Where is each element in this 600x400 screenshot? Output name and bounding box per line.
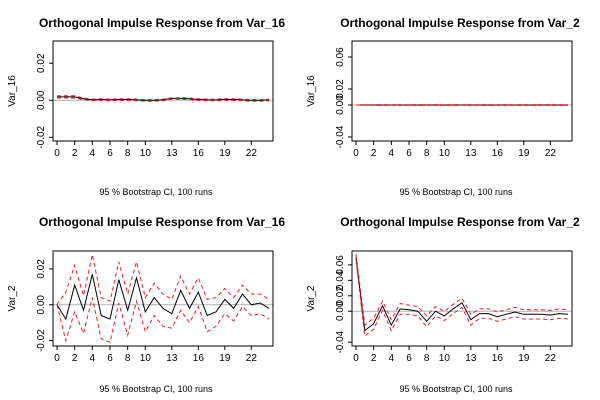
x-tick-label: 0 [54, 148, 60, 159]
y-tick-label: 0.02 [335, 79, 346, 99]
x-tick-label: 2 [371, 148, 377, 159]
x-tick-label: 8 [424, 353, 430, 364]
irf-panel-4: Orthogonal Impulse Response from Var_2 0 2… [306, 215, 580, 394]
y-tick-label: 0.00 [335, 301, 346, 321]
x-tick-label: 4 [389, 148, 395, 159]
impulse-response-line [355, 257, 569, 332]
x-tick-label: 4 [389, 353, 395, 364]
x-tick-label: 0 [54, 353, 60, 364]
panel-title: Orthogonal Impulse Response from Var_16 [39, 16, 285, 30]
y-axis-label: Var_16 [306, 75, 317, 107]
ci-caption: 95 % Bootstrap CI, 100 runs [399, 384, 513, 394]
x-tick-label: 22 [246, 353, 258, 364]
x-tick-label: 22 [545, 148, 557, 159]
y-tick-label: -0.04 [335, 125, 346, 148]
y-tick-label: 0.02 [335, 286, 346, 306]
x-tick-label: 6 [406, 353, 412, 364]
y-tick-label: 0.02 [36, 259, 47, 279]
panel-title: Orthogonal Impulse Response from Var_2 [340, 215, 580, 229]
y-tick-label: 0.00 [36, 90, 47, 110]
x-tick-label: 8 [424, 148, 430, 159]
y-tick-label: 0.04 [335, 270, 346, 290]
ci-upper-line [57, 95, 270, 100]
y-tick-label: -0.02 [36, 125, 47, 148]
ci-lower-line [355, 260, 569, 337]
x-tick-label: 19 [518, 148, 530, 159]
x-tick-label: 8 [125, 148, 131, 159]
x-tick-label: 10 [140, 353, 152, 364]
x-tick-label: 0 [353, 353, 359, 364]
ci-upper-line [355, 254, 569, 327]
irf-panel-3: Orthogonal Impulse Response from Var_16 0… [7, 215, 285, 394]
x-tick-label: 10 [439, 353, 451, 364]
plot-frame [52, 250, 274, 347]
x-tick-label: 6 [406, 148, 412, 159]
x-tick-label: 6 [107, 353, 113, 364]
y-axis-label: Var_2 [7, 285, 18, 311]
x-tick-label: 19 [219, 148, 231, 159]
ci-caption: 95 % Bootstrap CI, 100 runs [99, 187, 213, 197]
y-tick-label: 0.00 [36, 295, 47, 315]
x-tick-label: 16 [193, 148, 205, 159]
x-tick-label: 16 [193, 353, 205, 364]
x-tick-label: 16 [492, 148, 504, 159]
irf-panel-2: Orthogonal Impulse Response from Var_2 0 2… [306, 16, 580, 197]
x-tick-label: 6 [107, 148, 113, 159]
impulse-response-line [56, 274, 270, 321]
plot-frame [351, 250, 573, 347]
ci-caption: 95 % Bootstrap CI, 100 runs [99, 384, 213, 394]
x-tick-label: 16 [492, 353, 504, 364]
x-tick-label: 19 [219, 353, 231, 364]
y-axis-label: Var_16 [7, 75, 18, 107]
ci-caption: 95 % Bootstrap CI, 100 runs [399, 187, 513, 197]
x-tick-label: 22 [246, 148, 258, 159]
x-tick-label: 2 [72, 353, 78, 364]
x-tick-label: 22 [545, 353, 557, 364]
ci-lower-line [56, 297, 270, 344]
y-tick-label: 0.06 [335, 47, 346, 67]
plot-frame [351, 40, 573, 142]
irf-panel-1: Orthogonal Impulse Response from Var_16 0… [7, 16, 285, 197]
panel-title: Orthogonal Impulse Response from Var_16 [39, 215, 285, 229]
y-tick-label: -0.04 [335, 330, 346, 353]
y-tick-label: -0.02 [36, 329, 47, 352]
x-tick-label: 0 [353, 148, 359, 159]
x-tick-label: 2 [371, 353, 377, 364]
y-tick-label: 0.02 [36, 53, 47, 73]
x-tick-label: 13 [465, 148, 477, 159]
x-tick-label: 13 [465, 353, 477, 364]
x-tick-label: 8 [125, 353, 131, 364]
y-axis-label: Var_2 [306, 285, 317, 311]
ci-upper-line [56, 254, 270, 306]
y-tick-label: 0.06 [335, 255, 346, 275]
x-tick-label: 10 [439, 148, 451, 159]
x-tick-label: 13 [166, 148, 178, 159]
ci-lower-line [57, 97, 270, 102]
y-tick-label: 0.00 [335, 95, 346, 115]
x-tick-label: 4 [90, 148, 96, 159]
x-tick-label: 10 [140, 148, 152, 159]
x-tick-label: 2 [72, 148, 78, 159]
x-tick-label: 4 [90, 353, 96, 364]
plot-frame [52, 40, 274, 142]
x-tick-label: 19 [518, 353, 530, 364]
impulse-response-line [57, 96, 270, 101]
x-tick-label: 13 [166, 353, 178, 364]
panel-title: Orthogonal Impulse Response from Var_2 [340, 16, 580, 30]
